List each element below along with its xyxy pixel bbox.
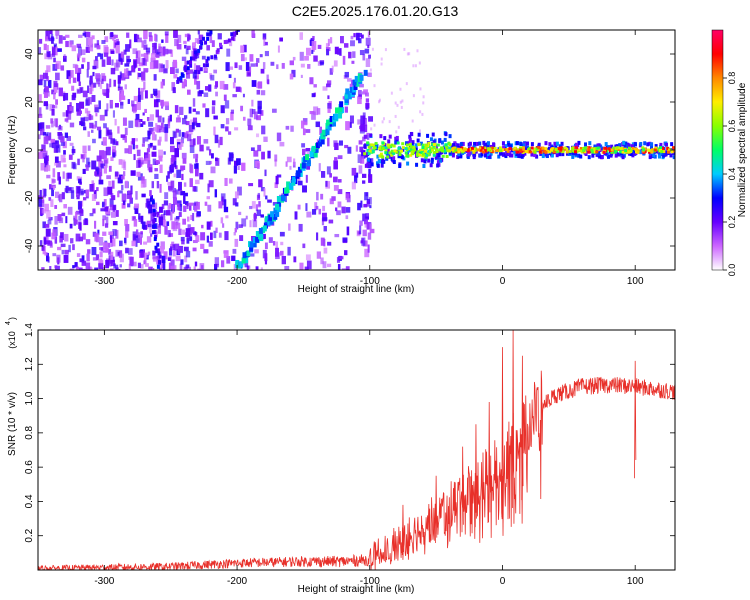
x-tick-label: -200 [227, 576, 247, 587]
colorbar-tick-label: 0.8 [727, 72, 737, 85]
x-tick-label: 100 [627, 276, 644, 287]
y-tick-label: 0.8 [24, 425, 35, 439]
figure-title: C2E5.2025.176.01.20.G13 [292, 3, 459, 19]
snr-frame [37, 329, 676, 571]
y-tick-label: 1.4 [24, 323, 35, 337]
snr-y-ticks: 0.2 0.4 0.6 0.8 1.0 1.2 1.4 [24, 323, 675, 543]
spectrogram-x-ticks: -300 -200 -100 0 100 [94, 30, 644, 287]
snr-plot-area [38, 330, 675, 570]
snr-series-line [38, 330, 675, 570]
x-tick-label: -200 [227, 276, 247, 287]
y-tick-label: 0.2 [24, 528, 35, 542]
colorbar: 0.0 0.2 0.4 0.6 0.8 Normalized spectral ampl… [711, 29, 748, 277]
x-tick-label: -100 [360, 576, 380, 587]
snr-x-ticks: -300 -200 -100 0 100 [94, 330, 644, 587]
y-tick-label: 1.0 [24, 391, 35, 405]
colorbar-label: Normalized spectral amplitude [737, 82, 748, 217]
snr-x-axis-label: Height of straight line (km) [298, 584, 415, 595]
y-tick-label: -40 [24, 238, 35, 253]
y-tick-label: 0 [24, 147, 35, 153]
y-tick-label: -20 [24, 190, 35, 205]
snr-background [38, 330, 675, 570]
x-tick-label: 0 [500, 576, 506, 587]
colorbar-ticks: 0.0 0.2 0.4 0.6 0.8 [723, 72, 737, 277]
x-tick-label: -100 [360, 276, 380, 287]
colorbar-tick-label: 0.6 [727, 120, 737, 133]
y-tick-label: 40 [24, 48, 35, 60]
snr-scale-note: (x10 4 ) [5, 317, 17, 349]
snr-scale-label: (x10 [7, 331, 17, 349]
x-tick-label: -300 [94, 576, 114, 587]
x-tick-label: -300 [94, 276, 114, 287]
y-tick-label: 0.6 [24, 460, 35, 474]
colorbar-tick-label: 0.2 [727, 216, 737, 229]
snr-panel: -300 -200 -100 0 100 0.2 0.4 0.6 0.8 1.0 1.2 1.4 H… [5, 317, 676, 595]
y-tick-label: 0.4 [24, 494, 35, 508]
snr-scale-exponent: 4 [5, 321, 12, 325]
spectrogram-y-ticks: -40 -20 0 20 40 [24, 48, 675, 253]
spectrogram-cells [38, 30, 675, 270]
x-tick-label: 100 [627, 576, 644, 587]
colorbar-tick-label: 0.0 [727, 264, 737, 277]
x-tick-label: 0 [500, 276, 506, 287]
y-tick-label: 1.2 [24, 357, 35, 371]
colorbar-tick-label: 0.4 [727, 168, 737, 181]
spectrogram-x-axis-label: Height of straight line (km) [298, 284, 415, 295]
snr-scale-close: ) [7, 317, 17, 320]
spectrogram-plot-area [38, 30, 675, 270]
spectrogram-y-axis-label: Frequency (Hz) [7, 116, 18, 185]
colorbar-gradient [711, 29, 724, 271]
y-tick-label: 20 [24, 96, 35, 108]
snr-y-axis-label: SNR (10 * v/v) [7, 392, 18, 456]
